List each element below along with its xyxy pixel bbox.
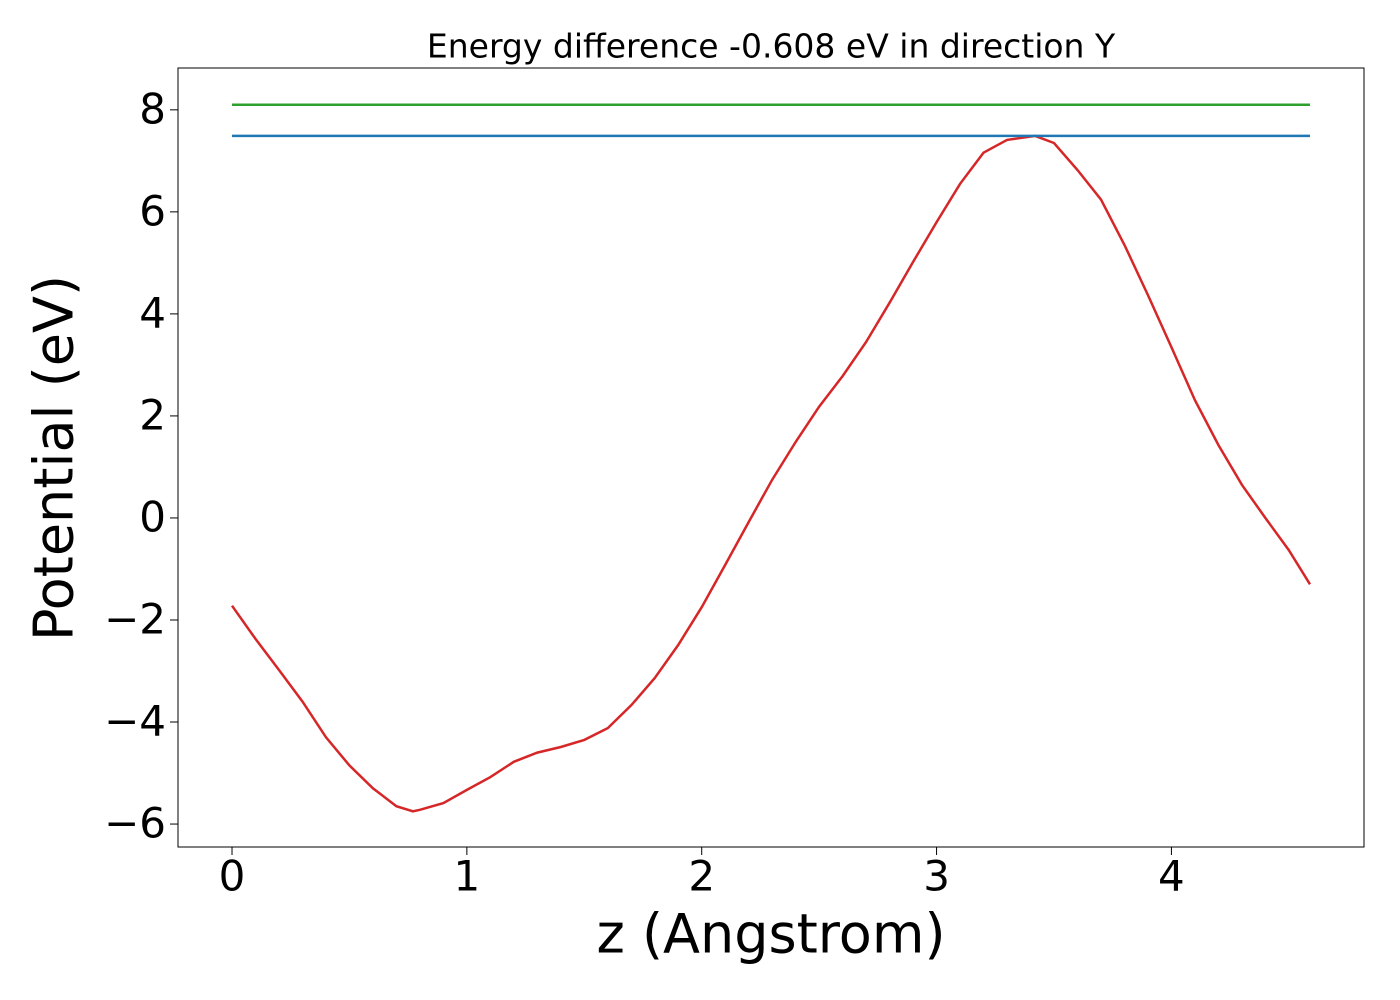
chart-title: Energy difference -0.608 eV in direction… [427, 27, 1116, 66]
y-tick-label: −6 [104, 799, 166, 848]
y-tick-label: 4 [139, 288, 166, 337]
x-axis-label: z (Angstrom) [596, 903, 945, 966]
x-tick-label: 1 [454, 852, 481, 901]
x-tick-label: 2 [688, 852, 715, 901]
y-tick-label: 8 [139, 84, 166, 133]
x-tick-label: 4 [1158, 852, 1185, 901]
y-axis-label: Potential (eV) [23, 275, 86, 641]
plot-frame [177, 67, 1365, 848]
x-tick-label: 3 [923, 852, 950, 901]
y-tick-label: 2 [139, 390, 166, 439]
y-tick-label: 6 [139, 186, 166, 235]
x-tick-label: 0 [219, 852, 246, 901]
data-line [230, 134, 1312, 813]
y-tick-label: 0 [139, 492, 166, 541]
y-tick-label: −2 [104, 594, 166, 643]
y-tick-label: −4 [104, 697, 166, 746]
